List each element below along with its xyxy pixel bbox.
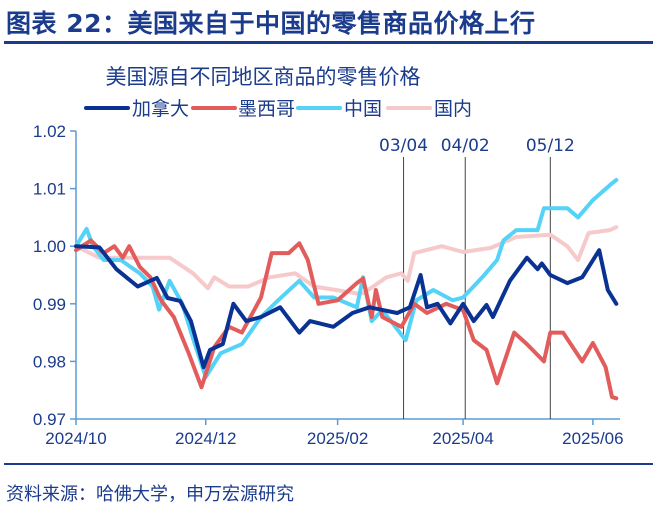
- legend: 加拿大 墨西哥 中国 国内: [84, 97, 472, 120]
- series-line-3: [74, 225, 619, 296]
- x-tick-label: 2024/12: [175, 429, 236, 448]
- y-tick-label: 1.02: [33, 122, 66, 141]
- legend-label-2: 中国: [344, 98, 382, 120]
- y-tick-label: 1.01: [33, 180, 66, 199]
- header-divider: [4, 41, 653, 44]
- y-tick-label: 0.97: [33, 410, 66, 429]
- chart-title: 美国源自不同地区商品的零售价格: [106, 65, 421, 89]
- x-tick-label: 2025/04: [432, 429, 493, 448]
- series-lines: [74, 178, 619, 401]
- y-tick-label: 0.99: [33, 295, 66, 314]
- x-tick-label: 2024/10: [45, 429, 106, 448]
- legend-label-3: 国内: [434, 98, 472, 120]
- figure-title: 图表 22：美国来自于中国的零售商品价格上行: [6, 9, 536, 38]
- y-tick-label: 0.98: [33, 352, 66, 371]
- event-label: 05/12: [526, 136, 575, 156]
- series-line-0: [74, 244, 619, 370]
- series-line-2: [74, 178, 619, 379]
- event-label: 04/02: [441, 136, 490, 156]
- series-line-1: [74, 238, 619, 401]
- y-tick-label: 1.00: [33, 237, 66, 256]
- event-markers: 03/04 04/02 05/12: [379, 136, 575, 419]
- legend-label-1: 墨西哥: [238, 98, 295, 120]
- x-tick-label: 2025/02: [307, 429, 368, 448]
- footer-divider: [4, 463, 653, 465]
- x-tick-label: 2025/06: [562, 429, 623, 448]
- source-note: 资料来源：哈佛大学，申万宏源研究: [6, 484, 294, 505]
- legend-label-0: 加拿大: [132, 97, 189, 120]
- event-label: 03/04: [379, 136, 428, 156]
